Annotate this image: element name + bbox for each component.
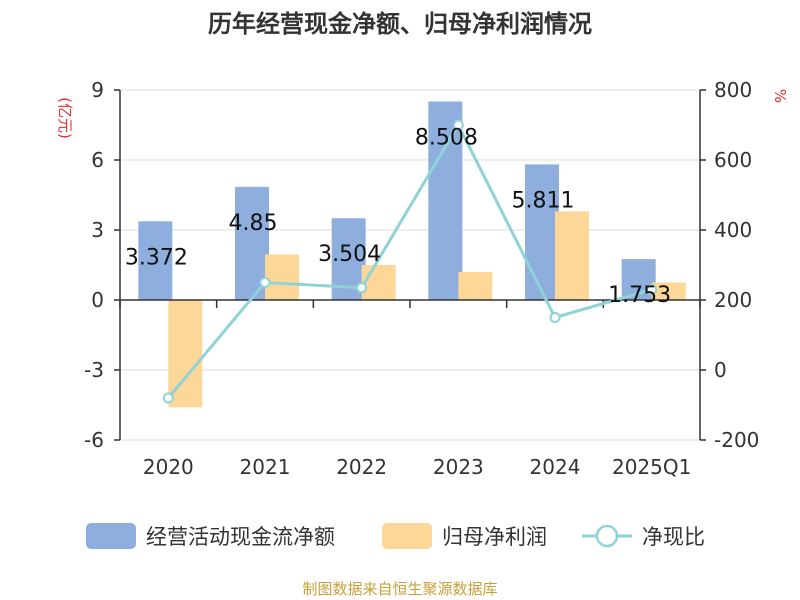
legend-label-cashflow: 经营活动现金流净额 (146, 525, 335, 549)
right-tick-label: 800 (714, 78, 752, 102)
right-axis-unit: % (771, 89, 789, 103)
right-tick-label: 400 (714, 218, 752, 242)
data-source: 制图数据来自恒生聚源数据库 (302, 580, 497, 598)
net-profit-bar (458, 272, 493, 300)
ratio-point (549, 312, 561, 323)
x-tick-label: 2020 (143, 455, 194, 479)
left-axis-unit: (亿元) (56, 97, 74, 139)
x-tick-label: 2024 (530, 455, 581, 479)
x-tick-label: 2025Q1 (612, 455, 691, 479)
net-profit-bar (555, 211, 589, 300)
cashflow-data-label: 3.504 (318, 242, 381, 267)
x-tick-label: 2022 (336, 455, 387, 479)
cashflow-bar (525, 164, 559, 300)
ratio-point (259, 277, 271, 288)
ratio-point (162, 392, 174, 404)
cashflow-data-label: 8.508 (415, 125, 478, 150)
left-tick-label: 3 (91, 218, 104, 242)
cashflow-data-label: 5.811 (512, 188, 575, 213)
bars (138, 101, 686, 408)
chart-title: 历年经营现金净额、归母净利润情况 (208, 10, 592, 38)
right-tick-label: -200 (714, 428, 759, 452)
right-tick-label: 0 (714, 358, 727, 382)
cashflow-bar (138, 221, 173, 300)
legend-swatch-cashflow (86, 523, 136, 549)
left-tick-label: -6 (84, 428, 104, 452)
cashflow-data-label: 1.753 (608, 283, 671, 308)
right-tick-label: 200 (714, 288, 752, 312)
axes: 9 6 3 0 -3 -6 800 600 400 200 0 -200 2020 2021 2022 202… (84, 78, 759, 479)
legend-label-net-profit: 归母净利润 (442, 525, 547, 549)
ratio-point (452, 119, 464, 131)
cashflow-bar (428, 101, 463, 300)
legend-swatch-ratio-marker (595, 524, 619, 548)
cashflow-data-label: 4.85 (229, 211, 278, 236)
left-tick-label: 6 (91, 148, 104, 172)
net-profit-bar (265, 254, 299, 300)
right-tick-label: 600 (714, 148, 752, 172)
gridlines (120, 89, 700, 441)
cashflow-data-label: 3.372 (125, 245, 188, 270)
left-tick-label: -3 (84, 358, 104, 382)
ratio-line (162, 119, 658, 404)
legend: 经营活动现金流净额 归母净利润 净现比 (86, 523, 705, 549)
x-tick-label: 2021 (240, 455, 291, 479)
net-profit-bar (361, 265, 396, 300)
legend-swatch-net-profit (382, 523, 432, 549)
net-profit-bar (651, 282, 686, 300)
x-tick-label: 2023 (433, 455, 484, 479)
ratio-line-path (167, 121, 653, 399)
left-tick-label: 0 (91, 288, 104, 312)
ratio-point (646, 284, 658, 295)
legend-label-ratio: 净现比 (642, 525, 705, 549)
left-tick-label: 9 (91, 78, 104, 102)
data-labels: 3.372 4.85 3.504 8.508 5.811 1.753 (125, 125, 671, 308)
ratio-point (356, 282, 368, 294)
